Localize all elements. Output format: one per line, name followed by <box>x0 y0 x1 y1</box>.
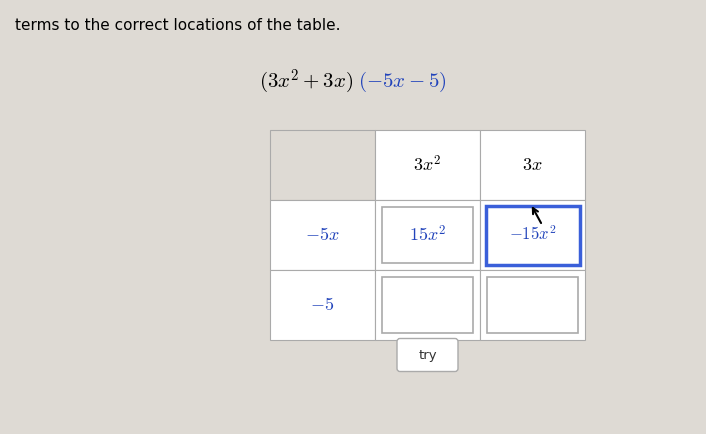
Bar <box>480 130 585 200</box>
Bar <box>487 277 578 333</box>
Text: $(-5x-5)$: $(-5x-5)$ <box>358 70 446 94</box>
Bar <box>375 130 480 200</box>
Bar <box>270 130 375 200</box>
Text: $-5$: $-5$ <box>311 296 335 314</box>
Text: $-5x$: $-5x$ <box>305 226 340 244</box>
Text: $(3x^2+3x)$: $(3x^2+3x)$ <box>259 68 353 96</box>
Bar <box>382 207 473 263</box>
Bar <box>480 200 585 270</box>
Text: try: try <box>418 349 437 362</box>
Bar <box>375 270 480 340</box>
Text: $-15x^2$: $-15x^2$ <box>509 226 556 244</box>
Text: $3x^2$: $3x^2$ <box>414 155 442 175</box>
Bar <box>270 270 375 340</box>
Bar <box>486 206 580 264</box>
Bar <box>480 270 585 340</box>
Bar <box>270 200 375 270</box>
Bar <box>382 277 473 333</box>
Text: $3x$: $3x$ <box>522 156 543 174</box>
Text: terms to the correct locations of the table.: terms to the correct locations of the ta… <box>15 18 340 33</box>
Bar <box>375 200 480 270</box>
Text: $15x^2$: $15x^2$ <box>409 225 446 245</box>
FancyBboxPatch shape <box>397 339 458 372</box>
